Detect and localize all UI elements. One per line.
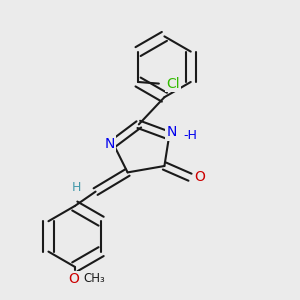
Text: N: N	[104, 136, 115, 151]
Text: -H: -H	[183, 129, 197, 142]
Text: H: H	[72, 181, 81, 194]
Text: O: O	[194, 170, 205, 184]
Text: N: N	[167, 125, 177, 140]
Text: O: O	[68, 272, 79, 286]
Text: CH₃: CH₃	[84, 272, 106, 285]
Text: Cl: Cl	[167, 76, 180, 91]
